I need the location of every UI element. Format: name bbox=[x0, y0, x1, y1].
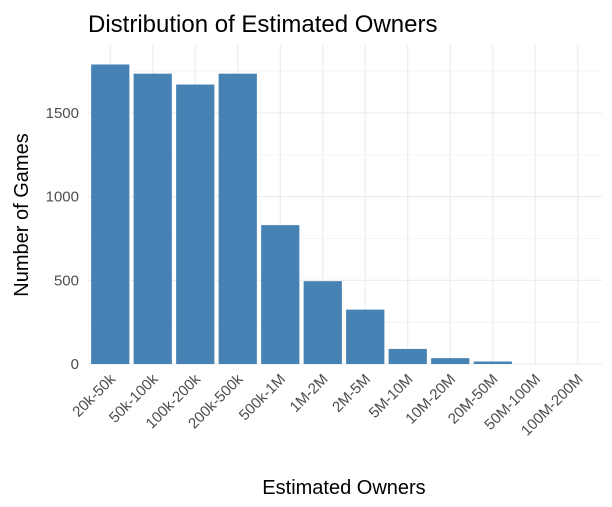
bar bbox=[431, 358, 470, 364]
bar bbox=[303, 281, 342, 364]
y-tick-label: 500 bbox=[54, 272, 79, 289]
y-tick-label: 1000 bbox=[46, 189, 79, 206]
x-tick-label: 500k-1M bbox=[236, 371, 289, 424]
bar bbox=[261, 225, 300, 364]
x-tick-labels: 20k-50k50k-100k100k-200k200k-500k500k-1M… bbox=[69, 370, 586, 439]
y-tick-labels: 0 500 1000 1500 bbox=[46, 105, 79, 373]
chart-title: Distribution of Estimated Owners bbox=[88, 11, 437, 38]
y-tick-label: 0 bbox=[71, 356, 79, 373]
x-tick-label: 1M-2M bbox=[287, 371, 332, 416]
bar bbox=[388, 348, 427, 364]
bar bbox=[133, 73, 172, 364]
bar bbox=[346, 309, 385, 364]
bar bbox=[473, 361, 512, 364]
bars bbox=[91, 64, 512, 365]
bar bbox=[218, 73, 257, 364]
bar bbox=[176, 84, 215, 364]
y-tick-label: 1500 bbox=[46, 105, 79, 122]
x-axis-title: Estimated Owners bbox=[262, 477, 425, 499]
bar bbox=[91, 64, 130, 365]
y-axis-title: Number of Games bbox=[11, 133, 33, 296]
